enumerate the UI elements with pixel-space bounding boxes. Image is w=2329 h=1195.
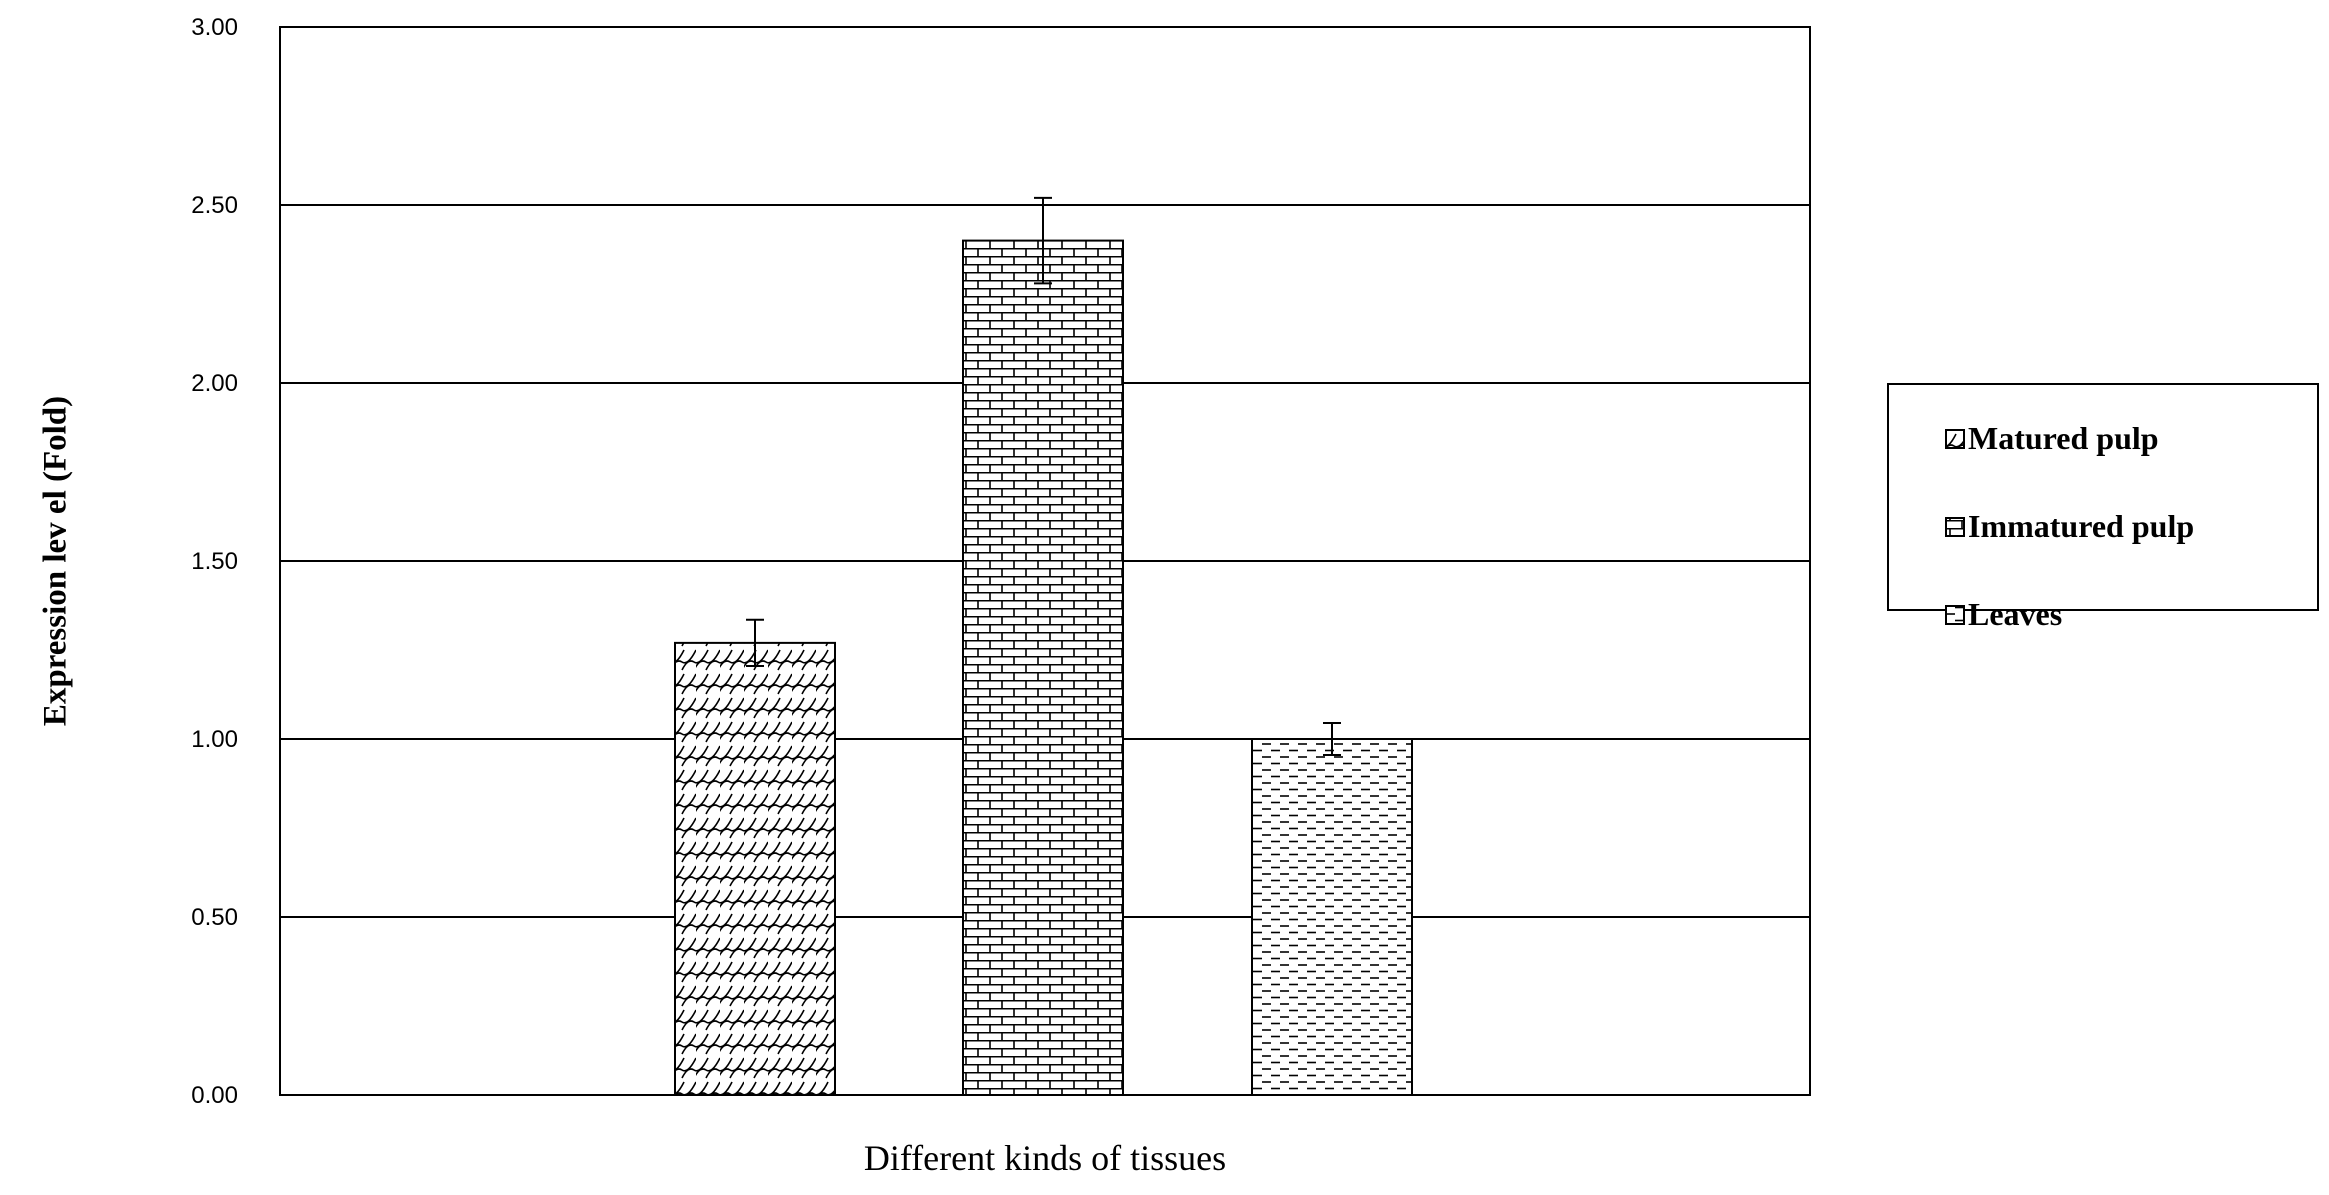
legend-swatch (1945, 517, 1965, 537)
y-tick-label: 1.00 (191, 726, 238, 753)
bar-immatured-pulp (962, 239, 1124, 1097)
error-bar (746, 618, 764, 668)
x-axis-title: Different kinds of tissues (864, 1138, 1226, 1178)
bar-matured-pulp (674, 641, 836, 1096)
y-tick-label: 3.00 (191, 14, 238, 41)
y-tick-label: 1.50 (191, 548, 238, 575)
legend-label: Immatured pulp (1968, 508, 2194, 544)
error-bar (1323, 721, 1341, 757)
legend-label: Matured pulp (1968, 420, 2159, 456)
y-axis-title: Expression lev el (Fold) (38, 396, 74, 726)
legend-item: Immatured pulp (1945, 508, 2194, 544)
y-tick-label: 0.50 (191, 904, 238, 931)
y-tick-label: 2.50 (191, 192, 238, 219)
error-bar (1034, 196, 1052, 285)
legend-item: Matured pulp (1945, 420, 2159, 456)
bar-leaves (1251, 738, 1413, 1096)
legend-swatch (1945, 605, 1965, 625)
legend-label: Leaves (1968, 596, 2062, 632)
error-bars (746, 196, 1341, 757)
legend-box (1887, 383, 2319, 611)
plot-area-frame (279, 26, 1811, 1096)
legend-item: Leaves (1945, 596, 2062, 632)
legend: Matured pulp Immatured pulp Leaves (1887, 383, 2319, 632)
y-axis-ticks: 0.00 0.50 1.00 1.50 2.00 2.50 3.00 (191, 14, 238, 1109)
y-tick-label: 0.00 (191, 1082, 238, 1109)
legend-swatch (1945, 429, 1965, 449)
bars (674, 239, 1413, 1097)
y-tick-label: 2.00 (191, 370, 238, 397)
